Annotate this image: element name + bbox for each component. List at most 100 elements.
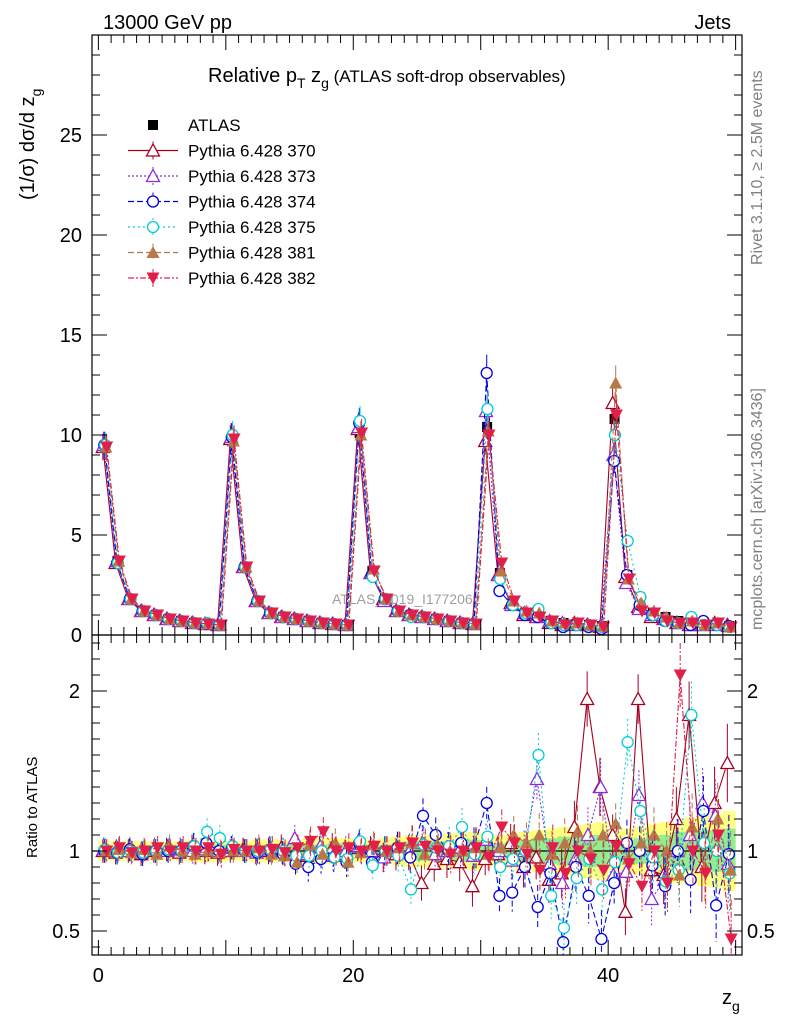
data-point xyxy=(519,836,533,849)
data-point xyxy=(125,593,139,606)
ratio-y-tick-label-right: 0.5 xyxy=(747,921,775,943)
series-line xyxy=(104,714,731,930)
x-tick-label: 0 xyxy=(93,965,104,987)
data-point xyxy=(100,441,114,454)
data-point xyxy=(367,840,381,853)
y-tick-label: 15 xyxy=(60,325,82,347)
data-point xyxy=(138,845,152,858)
data-point xyxy=(557,936,570,949)
data-point xyxy=(227,433,241,446)
data-point xyxy=(406,837,420,850)
data-point xyxy=(711,812,725,825)
header-left: 13000 GeV pp xyxy=(103,12,232,34)
data-point xyxy=(528,849,544,864)
main-series-pythia-6-428-382 xyxy=(100,399,738,634)
header-right: Jets xyxy=(694,12,731,34)
data-point xyxy=(302,860,315,874)
data-point xyxy=(531,900,544,914)
data-point xyxy=(457,617,471,630)
data-point xyxy=(418,840,432,853)
data-point xyxy=(520,848,534,861)
data-point xyxy=(518,860,532,874)
data-point xyxy=(393,842,407,855)
data-point xyxy=(533,611,547,624)
legend-item-atlas: ATLAS xyxy=(148,116,241,135)
data-point xyxy=(711,617,725,630)
data-point xyxy=(265,607,279,620)
analysis-watermark: ATLAS_2019_I1772062 xyxy=(332,591,481,607)
data-point xyxy=(557,921,571,934)
x-axis-label: zg xyxy=(722,987,740,1014)
data-point xyxy=(579,691,595,706)
axis-ticks: 0 5 10 15 20 25 0 20 40 0.5 0.5 1 1 2 2 xyxy=(52,35,775,987)
data-point xyxy=(380,593,394,606)
data-point xyxy=(341,855,355,868)
ratio-y-tick-label: 1 xyxy=(69,841,80,863)
legend-marker xyxy=(146,272,160,285)
data-point xyxy=(316,617,330,630)
y-tick-label: 5 xyxy=(71,525,82,547)
series-line xyxy=(103,372,729,630)
legend-item-pythia-6-428-375: Pythia 6.428 375 xyxy=(128,218,316,237)
legend-item-pythia-6-428-381: Pythia 6.428 381 xyxy=(128,243,316,263)
data-point xyxy=(648,845,662,858)
data-point xyxy=(621,534,634,548)
data-point xyxy=(202,842,216,855)
data-point xyxy=(668,811,684,826)
data-point xyxy=(481,830,494,843)
data-point xyxy=(608,856,622,869)
data-point xyxy=(697,804,710,818)
legend-label: Pythia 6.428 381 xyxy=(188,244,316,263)
data-point xyxy=(660,615,674,628)
legend-marker xyxy=(146,246,160,258)
main-series-layer xyxy=(95,354,738,635)
data-point xyxy=(406,609,420,622)
x-tick-label: 20 xyxy=(342,965,364,987)
data-point xyxy=(494,841,508,854)
data-point xyxy=(660,877,674,890)
data-point xyxy=(711,829,725,842)
data-point xyxy=(617,903,633,918)
data-point xyxy=(469,842,483,855)
data-point xyxy=(697,836,711,850)
data-point xyxy=(622,573,636,586)
data-point xyxy=(609,409,623,422)
data-point xyxy=(595,932,608,946)
data-point xyxy=(227,843,241,856)
data-point xyxy=(138,605,152,618)
data-point xyxy=(570,825,584,838)
ratio-series-layer xyxy=(95,643,738,955)
data-point xyxy=(355,845,369,858)
data-point xyxy=(584,619,598,632)
data-point xyxy=(558,867,572,880)
data-point xyxy=(544,867,557,880)
ratio-series-pythia-6-428-382 xyxy=(100,643,738,955)
series-line xyxy=(102,698,728,912)
data-point xyxy=(200,825,214,838)
legend-marker xyxy=(145,142,161,157)
data-point xyxy=(469,618,483,631)
data-point xyxy=(495,821,509,834)
data-point xyxy=(609,376,623,389)
legend-label: Pythia 6.428 374 xyxy=(188,193,316,212)
data-point xyxy=(366,859,379,872)
data-point xyxy=(685,820,699,833)
data-point xyxy=(571,617,585,630)
data-point xyxy=(253,845,267,858)
data-point xyxy=(644,891,660,906)
data-point xyxy=(506,852,520,866)
legend-item-pythia-6-428-373: Pythia 6.428 373 xyxy=(128,167,316,186)
data-point xyxy=(316,847,330,860)
data-point xyxy=(545,847,559,860)
data-point xyxy=(724,933,738,946)
data-point xyxy=(597,864,611,877)
data-point xyxy=(253,595,267,608)
data-point xyxy=(163,613,177,626)
data-point xyxy=(635,605,649,618)
data-point xyxy=(151,842,165,855)
legend-marker xyxy=(146,220,160,234)
data-point xyxy=(444,615,458,628)
data-point xyxy=(278,611,292,624)
data-point xyxy=(630,691,646,706)
legend-label: Pythia 6.428 373 xyxy=(188,167,316,186)
